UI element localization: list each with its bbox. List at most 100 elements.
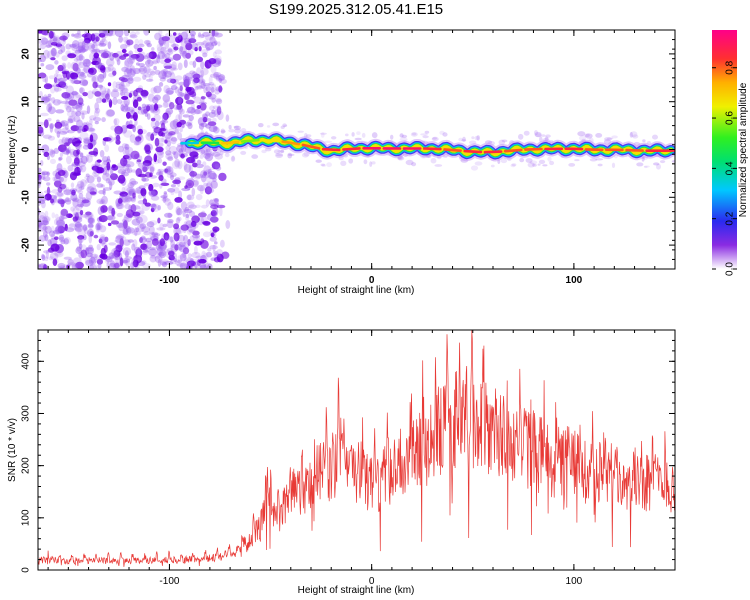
noise-blob <box>73 80 82 85</box>
noise-blob <box>59 152 64 158</box>
noise-blob <box>66 155 72 165</box>
ridge-core-segment <box>240 138 260 143</box>
noise-blob <box>213 71 220 80</box>
noise-blob <box>48 75 56 80</box>
noise-blob <box>44 210 49 218</box>
noise-blob <box>88 216 94 224</box>
noise-blob <box>151 203 157 211</box>
colorbar: 0.0 0.2 0.4 0.6 0.8 Normalized spectral ampl… <box>712 30 749 276</box>
noise-blob <box>149 255 157 263</box>
noise-blob <box>75 246 82 255</box>
noise-blob <box>62 71 68 79</box>
noise-blob <box>158 131 164 137</box>
noise-blob <box>209 105 215 111</box>
noise-blob <box>93 254 98 264</box>
noise-blob <box>208 125 218 133</box>
noise-blob <box>87 127 96 133</box>
noise-blob <box>213 256 221 263</box>
ridge-halo-blob <box>442 132 448 137</box>
noise-blob <box>75 102 83 112</box>
ridge-halo-blob <box>660 160 666 164</box>
noise-blob <box>174 158 180 168</box>
noise-blob <box>75 53 83 61</box>
noise-blob <box>60 210 69 220</box>
noise-blob <box>173 223 180 230</box>
noise-blob <box>208 95 213 99</box>
noise-blob <box>108 179 115 186</box>
noise-blob <box>41 30 49 36</box>
noise-blob <box>228 128 235 133</box>
ridge-halo-blob <box>595 133 603 138</box>
noise-blob <box>210 65 217 74</box>
noise-blob <box>129 134 136 143</box>
ridge-halo-blob <box>405 159 414 166</box>
noise-blob <box>122 228 129 235</box>
noise-blob <box>58 81 66 88</box>
noise-blob <box>98 32 106 38</box>
ridge-halo-blob <box>532 163 537 167</box>
noise-blob <box>65 85 74 95</box>
noise-blob <box>93 234 99 239</box>
noise-blob <box>94 107 101 114</box>
noise-blob <box>135 158 142 165</box>
noise-blob <box>143 162 151 170</box>
noise-blob <box>203 84 208 94</box>
noise-blob <box>63 189 73 196</box>
noise-blob <box>58 236 65 243</box>
ridge-halo-blob <box>529 160 538 165</box>
noise-blob <box>65 148 70 156</box>
ridge-halo-blob <box>432 137 437 140</box>
ridge-halo-blob <box>420 133 428 136</box>
ridge-halo-blob <box>430 157 437 164</box>
noise-blob <box>218 85 223 93</box>
noise-blob <box>189 70 196 75</box>
noise-blob <box>92 42 98 51</box>
noise-blob <box>214 163 220 169</box>
noise-blob <box>42 176 51 182</box>
noise-blob <box>65 148 69 153</box>
noise-blob <box>89 134 94 143</box>
noise-blob <box>148 248 158 257</box>
ridge-halo-blob <box>283 124 288 127</box>
noise-blob <box>61 127 70 134</box>
noise-blob <box>132 67 141 75</box>
noise-blob <box>125 209 134 218</box>
noise-blob <box>134 264 140 269</box>
noise-blob <box>39 215 45 219</box>
noise-blob <box>158 30 163 37</box>
noise-blob <box>112 81 117 90</box>
noise-blob <box>209 230 214 235</box>
noise-blob <box>148 225 155 235</box>
noise-blob <box>82 58 92 67</box>
noise-blob <box>107 88 111 96</box>
noise-blob <box>180 264 184 269</box>
ridge-core-segment <box>443 148 462 152</box>
noise-blob <box>174 197 183 203</box>
noise-blob <box>196 159 202 165</box>
noise-blob <box>83 59 91 65</box>
noise-blob <box>38 36 47 45</box>
colorbar-tick-label: 0.8 <box>725 60 736 74</box>
noise-blob <box>156 54 161 60</box>
noise-blob <box>74 223 84 233</box>
noise-blob <box>102 172 111 181</box>
noise-blob <box>118 35 123 43</box>
colorbar-tick-label: 0.4 <box>725 161 736 175</box>
noise-blob <box>38 72 47 79</box>
noise-blob <box>177 88 183 94</box>
noise-blob <box>153 85 162 94</box>
colorbar-label: Normalized spectral amplitude <box>738 82 749 217</box>
noise-blob <box>112 52 119 58</box>
noise-blob <box>217 41 221 47</box>
noise-blob <box>104 144 110 153</box>
noise-blob <box>123 259 129 265</box>
ridge-halo-blob <box>275 154 283 157</box>
noise-blob <box>38 218 42 228</box>
noise-blob <box>167 219 174 224</box>
noise-blob <box>160 261 167 266</box>
noise-blob <box>123 130 133 138</box>
noise-blob <box>92 117 102 122</box>
noise-blob <box>124 146 134 156</box>
noise-blob <box>177 259 182 264</box>
ridge-core-segment <box>301 143 321 150</box>
